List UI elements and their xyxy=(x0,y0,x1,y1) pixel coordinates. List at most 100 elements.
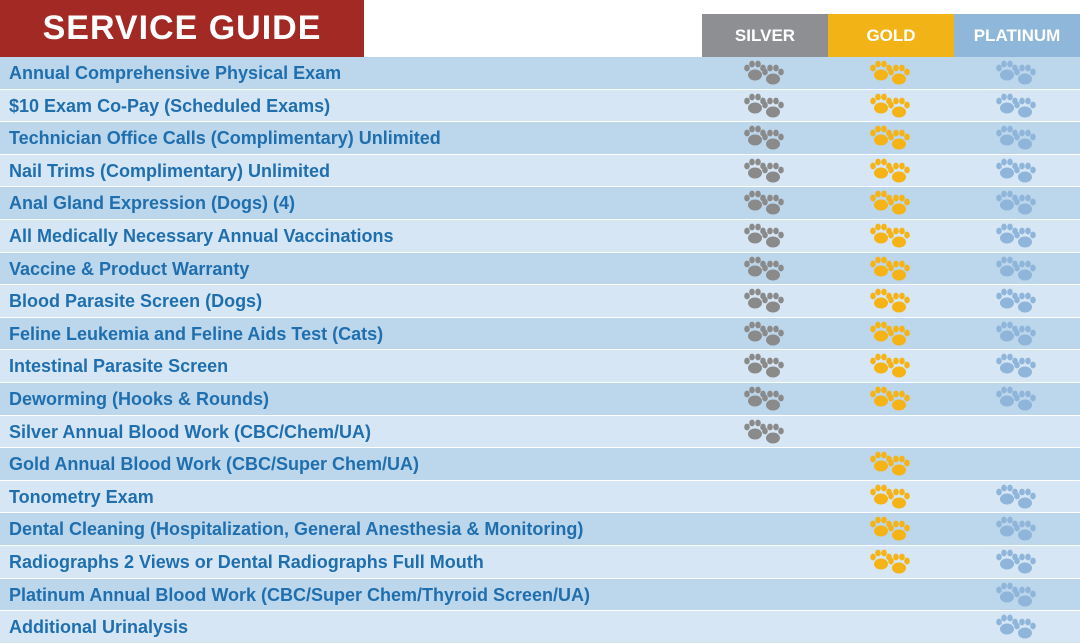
paw-print-icon xyxy=(744,190,784,215)
paw-print-icon xyxy=(996,223,1036,248)
table-row: Deworming (Hooks & Rounds) xyxy=(0,382,1080,416)
service-name: Deworming (Hooks & Rounds) xyxy=(9,388,269,409)
tier-cell-gold xyxy=(828,253,954,285)
paw-print-icon xyxy=(996,93,1036,118)
tier-cell-gold xyxy=(828,57,954,89)
paw-print-icon xyxy=(744,158,784,183)
tier-cell-gold xyxy=(828,187,954,219)
tier-cell-silver xyxy=(702,318,828,350)
table-row: All Medically Necessary Annual Vaccinati… xyxy=(0,219,1080,253)
table-row: Radiographs 2 Views or Dental Radiograph… xyxy=(0,545,1080,579)
tier-cell-platinum xyxy=(954,57,1080,89)
paw-print-icon xyxy=(870,549,910,574)
tier-cell-silver xyxy=(702,416,828,448)
paw-print-icon xyxy=(996,125,1036,150)
paw-print-icon xyxy=(870,158,910,183)
paw-print-icon xyxy=(744,93,784,118)
paw-print-icon xyxy=(744,419,784,444)
tier-cell-platinum xyxy=(954,220,1080,252)
service-name: Additional Urinalysis xyxy=(9,617,189,638)
service-name: Radiographs 2 Views or Dental Radiograph… xyxy=(9,551,484,572)
paw-print-icon xyxy=(744,256,784,281)
paw-print-icon xyxy=(744,125,784,150)
paw-print-icon xyxy=(870,256,910,281)
paw-print-icon xyxy=(870,353,910,378)
tier-cell-silver xyxy=(702,155,828,187)
tier-cell-gold xyxy=(828,220,954,252)
tier-cell-platinum xyxy=(954,285,1080,317)
paw-print-icon xyxy=(870,516,910,541)
table-row: Gold Annual Blood Work (CBC/Super Chem/U… xyxy=(0,448,1080,481)
tier-cell-platinum xyxy=(954,546,1080,578)
service-name: Vaccine & Product Warranty xyxy=(9,258,250,279)
tier-cell-gold xyxy=(828,448,954,480)
tier-cell-gold xyxy=(828,383,954,415)
tier-cell-platinum xyxy=(954,448,1080,480)
service-name: Anal Gland Expression (Dogs) (4) xyxy=(9,193,296,214)
paw-print-icon xyxy=(996,190,1036,215)
tier-cell-platinum xyxy=(954,90,1080,122)
tier-cell-silver xyxy=(702,350,828,382)
tier-cell-gold xyxy=(828,350,954,382)
paw-print-icon xyxy=(996,549,1036,574)
tier-cell-platinum xyxy=(954,579,1080,611)
table-row: Feline Leukemia and Feline Aids Test (Ca… xyxy=(0,317,1080,351)
tier-cell-silver xyxy=(702,220,828,252)
tier-cell-silver xyxy=(702,285,828,317)
service-name: Intestinal Parasite Screen xyxy=(9,356,229,377)
paw-print-icon xyxy=(870,484,910,509)
tier-cell-silver xyxy=(702,253,828,285)
table-row: Blood Parasite Screen (Dogs) xyxy=(0,285,1080,318)
tier-cell-silver xyxy=(702,611,828,643)
table-row: $10 Exam Co-Pay (Scheduled Exams) xyxy=(0,89,1080,123)
tier-cell-silver xyxy=(702,90,828,122)
service-name: All Medically Necessary Annual Vaccinati… xyxy=(9,225,394,246)
tier-cell-gold xyxy=(828,513,954,545)
tier-cell-silver xyxy=(702,383,828,415)
paw-print-icon xyxy=(870,223,910,248)
service-name: Gold Annual Blood Work (CBC/Super Chem/U… xyxy=(9,454,419,475)
paw-print-icon xyxy=(996,484,1036,509)
paw-print-icon xyxy=(996,386,1036,411)
table-row: Annual Comprehensive Physical Exam xyxy=(0,57,1080,90)
paw-print-icon xyxy=(870,93,910,118)
service-name: Blood Parasite Screen (Dogs) xyxy=(9,291,263,312)
tier-cell-platinum xyxy=(954,253,1080,285)
tier-cell-gold xyxy=(828,318,954,350)
tier-header-silver: SILVER xyxy=(702,14,828,57)
tier-cell-gold xyxy=(828,90,954,122)
service-name: Annual Comprehensive Physical Exam xyxy=(9,63,342,83)
tier-cell-gold xyxy=(828,416,954,448)
paw-print-icon xyxy=(870,125,910,150)
service-name: Technician Office Calls (Complimentary) … xyxy=(9,128,441,149)
tier-cell-platinum xyxy=(954,513,1080,545)
tier-cell-platinum xyxy=(954,416,1080,448)
service-name: Platinum Annual Blood Work (CBC/Super Ch… xyxy=(9,584,591,605)
tier-cell-platinum xyxy=(954,318,1080,350)
page-title: SERVICE GUIDE xyxy=(0,0,364,57)
tier-cell-silver xyxy=(702,481,828,513)
table-row: Intestinal Parasite Screen xyxy=(0,350,1080,383)
tier-cell-silver xyxy=(702,187,828,219)
tier-cell-gold xyxy=(828,285,954,317)
tier-cell-gold xyxy=(828,122,954,154)
table-row: Anal Gland Expression (Dogs) (4) xyxy=(0,187,1080,220)
paw-print-icon xyxy=(744,223,784,248)
paw-print-icon xyxy=(870,386,910,411)
paw-print-icon xyxy=(996,60,1036,85)
paw-print-icon xyxy=(870,190,910,215)
paw-print-icon xyxy=(996,158,1036,183)
service-table: Annual Comprehensive Physical Exam $10 Ex… xyxy=(0,57,1080,644)
service-name: Tonometry Exam xyxy=(9,486,154,507)
paw-print-icon xyxy=(996,614,1036,639)
paw-print-icon xyxy=(996,321,1036,346)
tier-cell-platinum xyxy=(954,187,1080,219)
paw-print-icon xyxy=(744,60,784,85)
tier-cell-platinum xyxy=(954,481,1080,513)
tier-cell-silver xyxy=(702,122,828,154)
tier-cell-gold xyxy=(828,611,954,643)
tier-cell-platinum xyxy=(954,611,1080,643)
tier-cell-gold xyxy=(828,481,954,513)
paw-print-icon xyxy=(870,321,910,346)
table-row: Additional Urinalysis xyxy=(0,611,1080,644)
